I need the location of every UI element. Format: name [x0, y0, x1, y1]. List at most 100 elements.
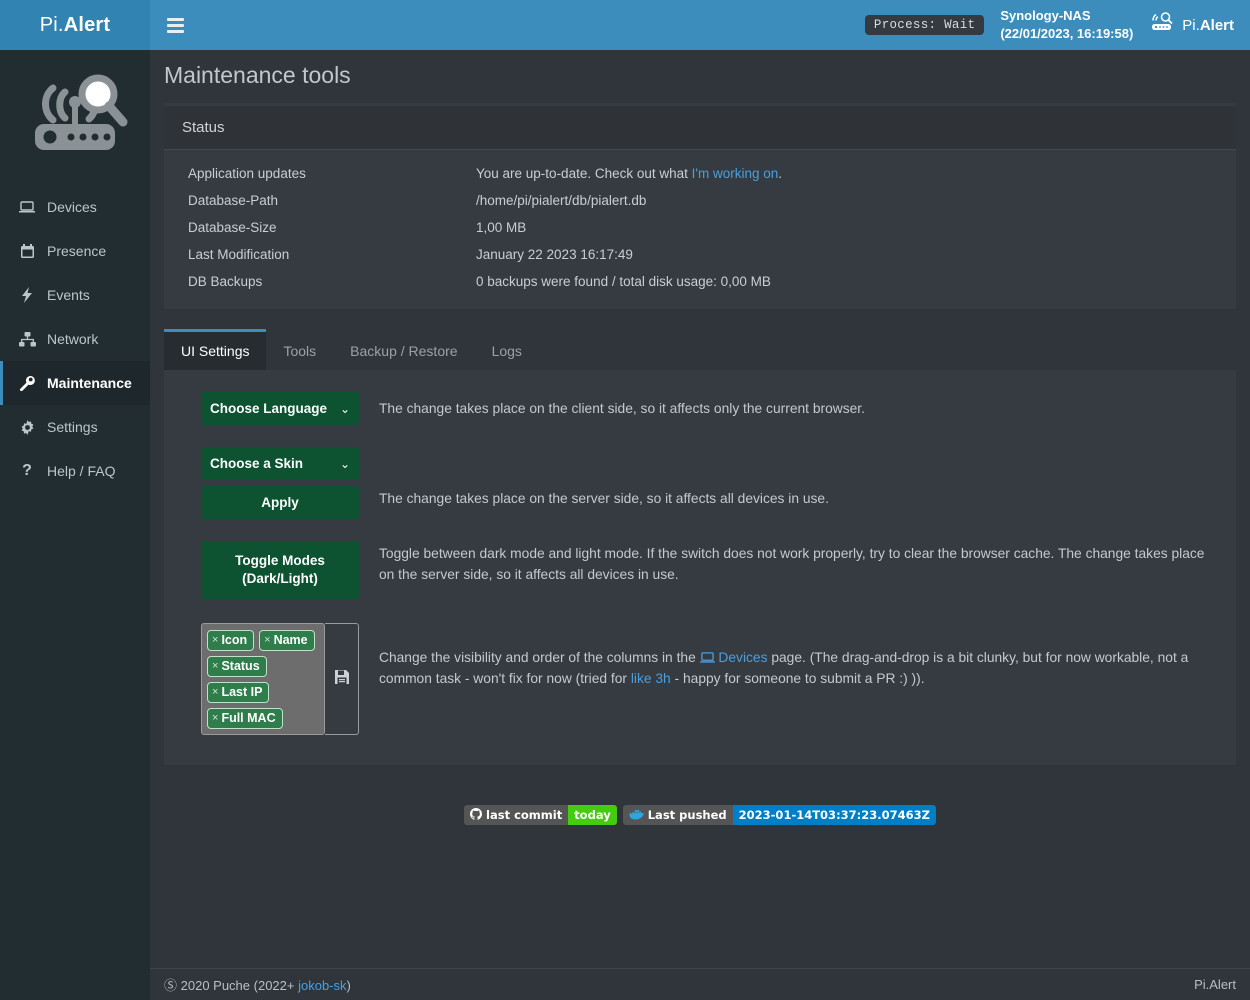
docker-icon [629, 808, 646, 823]
language-control-cell: Choose Language ⌄ [164, 392, 379, 425]
router-magnifier-logo [19, 72, 131, 163]
language-row: Choose Language ⌄ The change takes place… [164, 392, 1236, 425]
header-brand-link[interactable]: Pi.Alert [1149, 12, 1234, 38]
sidebar-item-label: Settings [47, 419, 98, 435]
tab-logs[interactable]: Logs [491, 343, 522, 359]
copyright-icon: Ⓢ [164, 978, 178, 993]
status-badge: Process: Wait [864, 15, 985, 35]
tab-backup-restore[interactable]: Backup / Restore [350, 343, 458, 359]
column-tag-label: Status [221, 659, 260, 673]
router-radar-icon [1149, 12, 1175, 38]
sitemap-icon [17, 331, 37, 347]
status-panel-body: Application updates You are up-to-date. … [164, 150, 1236, 309]
sidebar-item-settings[interactable]: Settings [0, 405, 150, 449]
columns-row: × Icon × Name × Status × Last IP × Full MAC [164, 623, 1236, 735]
status-row: Application updates You are up-to-date. … [164, 160, 1236, 187]
skin-description: The change takes place on the server sid… [379, 491, 829, 506]
status-value: 0 backups were found / total disk usage:… [476, 274, 771, 289]
status-panel-heading: Status [164, 106, 1236, 150]
status-row: Last Modification January 22 2023 16:17:… [164, 241, 1236, 268]
tab-tools[interactable]: Tools [283, 343, 317, 359]
column-tag-label: Name [273, 633, 308, 647]
footer-copyright-text: 2020 Puche (2022+ [177, 978, 299, 993]
tabs-section: UI Settings Tools Backup / Restore Logs … [164, 329, 1236, 765]
sidebar-item-maintenance[interactable]: Maintenance [0, 361, 150, 405]
sidebar-item-help-faq[interactable]: ? Help / FAQ [0, 449, 150, 493]
page-title: Maintenance tools [164, 62, 351, 88]
status-row: Database-Path /home/pi/pialert/db/pialer… [164, 187, 1236, 214]
toggle-modes-button[interactable]: Toggle Modes (Dark/Light) [201, 541, 359, 599]
toggle-modes-description: Toggle between dark mode and light mode.… [379, 546, 1205, 582]
hamburger-icon[interactable] [150, 0, 200, 50]
app-logo-title[interactable]: Pi. Alert [0, 0, 150, 50]
remove-tag-icon[interactable]: × [212, 712, 219, 724]
author-link[interactable]: jokob-sk [298, 978, 347, 993]
toggle-modes-label-line2: (Dark/Light) [242, 571, 318, 586]
sidebar-item-events[interactable]: Events [0, 273, 150, 317]
sidebar-item-label: Devices [47, 199, 97, 215]
save-columns-button[interactable] [325, 623, 359, 735]
footer-copyright-close: ) [346, 978, 351, 993]
header-brand-suffix: Alert [1199, 16, 1234, 34]
column-tag-full-mac[interactable]: × Full MAC [207, 708, 283, 729]
status-label: Database-Size [188, 220, 277, 235]
skin-select[interactable]: Choose a Skin ⌄ [201, 447, 359, 480]
columns-tag-list[interactable]: × Icon × Name × Status × Last IP × Full MAC [201, 623, 325, 735]
column-tag-name[interactable]: × Name [259, 630, 315, 651]
calendar-icon [17, 243, 37, 259]
sidebar-item-devices[interactable]: Devices [0, 185, 150, 229]
language-select[interactable]: Choose Language ⌄ [201, 392, 359, 425]
server-time: (22/01/2023, 16:19:58) [1000, 26, 1134, 41]
column-tag-last-ip[interactable]: × Last IP [207, 682, 270, 703]
status-value: January 22 2023 16:17:49 [476, 247, 633, 262]
status-panel: Status Application updates You are up-to… [164, 103, 1236, 309]
sidebar-item-network[interactable]: Network [0, 317, 150, 361]
column-tag-status[interactable]: × Status [207, 656, 267, 677]
column-tag-label: Last IP [221, 685, 263, 699]
tab-ui-settings[interactable]: UI Settings [164, 329, 267, 370]
question-icon: ? [22, 462, 32, 479]
remove-tag-icon[interactable]: × [264, 634, 271, 646]
sidebar-item-label: Maintenance [47, 375, 132, 391]
sidebar-item-label: Presence [47, 243, 107, 259]
apply-button[interactable]: Apply [201, 486, 359, 519]
column-tag-label: Icon [221, 633, 248, 647]
language-select-value: Choose Language [210, 401, 328, 416]
top-header: Pi. Alert Process: Wait Synology-NAS (22/… [0, 0, 1250, 50]
sidebar-item-label: Help / FAQ [47, 463, 116, 479]
footer-copyright: Ⓢ 2020 Puche (2022+ jokob-sk) [164, 975, 351, 994]
status-value-pre: You are up-to-date. Check out what [476, 166, 692, 181]
sidebar-item-presence[interactable]: Presence [0, 229, 150, 273]
header-brand-prefix: Pi. [1182, 16, 1200, 34]
toggle-modes-cell: Toggle Modes (Dark/Light) [164, 541, 379, 599]
skin-control-cell: Choose a Skin ⌄ Apply [164, 447, 379, 519]
github-icon [470, 807, 483, 823]
remove-tag-icon[interactable]: × [212, 634, 219, 646]
skin-row: Choose a Skin ⌄ Apply The change takes p… [164, 447, 1236, 519]
brand-prefix: Pi. [39, 13, 64, 36]
last-commit-badge[interactable]: last commit today [464, 805, 617, 825]
working-on-link[interactable]: I'm working on [691, 166, 779, 181]
like-3h-link[interactable]: like 3h [630, 670, 671, 686]
bolt-icon [17, 287, 37, 303]
repo-badges: last commit today Last pushed 2023-01-14… [150, 805, 1250, 825]
gear-icon [17, 419, 37, 435]
column-tag-icon[interactable]: × Icon [207, 630, 255, 651]
navbar-right-group: Process: Wait Synology-NAS (22/01/2023, … [864, 7, 1234, 42]
remove-tag-icon[interactable]: × [212, 686, 219, 698]
tab-panel-ui-settings: Choose Language ⌄ The change takes place… [164, 370, 1236, 765]
last-commit-badge-left: last commit [464, 805, 569, 825]
status-value: /home/pi/pialert/db/pialert.db [476, 193, 647, 208]
last-pushed-value: 2023-01-14T03:37:23.07463Z [732, 805, 936, 825]
status-label: DB Backups [188, 274, 263, 289]
columns-desc-pre: Change the visibility and order of the c… [379, 650, 700, 665]
remove-tag-icon[interactable]: × [212, 660, 219, 672]
last-pushed-badge[interactable]: Last pushed 2023-01-14T03:37:23.07463Z [622, 805, 936, 825]
main-content: Maintenance tools Status Application upd… [150, 50, 1250, 968]
toggle-modes-row: Toggle Modes (Dark/Light) Toggle between… [164, 541, 1236, 599]
sidebar-item-label: Events [47, 287, 90, 303]
laptop-icon [17, 200, 37, 214]
navbar: Process: Wait Synology-NAS (22/01/2023, … [150, 0, 1250, 50]
devices-page-link[interactable]: Devices [718, 650, 768, 665]
sidebar-logo [0, 50, 150, 185]
